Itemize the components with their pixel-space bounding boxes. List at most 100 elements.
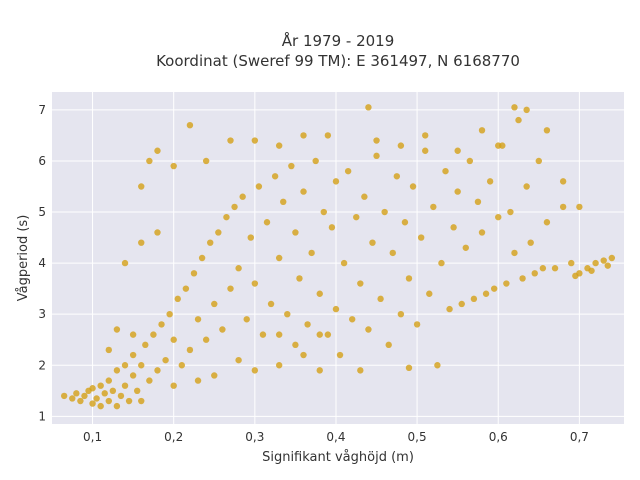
data-point (138, 239, 145, 246)
data-point (227, 285, 234, 292)
data-point (495, 142, 502, 149)
data-point (202, 157, 210, 165)
data-point (458, 300, 465, 308)
data-point (397, 310, 405, 318)
data-point (170, 162, 177, 170)
data-point (365, 104, 372, 111)
x-tick-label: 0,2 (164, 430, 183, 444)
data-point (288, 162, 295, 170)
data-point (462, 244, 469, 251)
data-point (393, 173, 401, 180)
data-point (332, 305, 340, 313)
data-point (113, 367, 121, 374)
data-point (543, 127, 551, 134)
data-point (474, 198, 482, 206)
data-point (129, 351, 137, 359)
data-point (434, 362, 441, 369)
data-point (324, 132, 332, 139)
data-point (292, 341, 299, 349)
data-point (77, 397, 84, 405)
y-tick-label: 5 (38, 205, 46, 219)
y-tick-label: 4 (38, 256, 46, 270)
data-point (154, 367, 161, 374)
data-point (361, 193, 368, 200)
x-tick-label: 0,4 (326, 430, 345, 444)
data-point (604, 262, 611, 269)
data-point (146, 157, 153, 165)
data-point (198, 254, 206, 262)
y-tick-label: 2 (38, 358, 46, 372)
data-point (539, 265, 547, 272)
data-point (81, 392, 88, 400)
data-point (243, 316, 250, 323)
data-point (138, 362, 145, 369)
data-point (194, 377, 202, 384)
data-point (495, 213, 502, 221)
data-point (348, 316, 356, 323)
data-point (239, 193, 246, 200)
data-point (235, 356, 242, 364)
data-point (207, 239, 214, 246)
data-point (280, 198, 287, 206)
data-point (507, 208, 514, 216)
data-point (417, 234, 425, 241)
data-point (215, 229, 222, 236)
data-point (300, 351, 307, 359)
data-point (600, 257, 607, 264)
data-point (515, 116, 522, 124)
data-point (138, 183, 145, 190)
data-point (320, 208, 328, 216)
data-point (353, 213, 360, 221)
data-point (551, 265, 559, 272)
x-tick-labels: 0,1 0,2 0,3 0,4 0,5 0,6 0,7 (83, 430, 589, 444)
x-tick-label: 0,7 (570, 430, 589, 444)
data-point (166, 310, 173, 318)
data-point (316, 367, 323, 374)
data-point (235, 265, 242, 272)
data-point (113, 402, 121, 410)
data-point (300, 188, 307, 195)
data-point (523, 106, 530, 114)
data-point (357, 367, 364, 374)
data-point (405, 275, 413, 282)
data-point (142, 341, 149, 349)
data-point (227, 137, 234, 144)
data-point (369, 239, 376, 246)
x-tick-label: 0,5 (408, 430, 427, 444)
data-point (446, 305, 453, 313)
y-tick-label: 6 (38, 154, 46, 168)
y-tick-label: 7 (38, 103, 46, 117)
data-point (422, 147, 429, 154)
data-point (377, 295, 384, 303)
data-point (93, 395, 100, 402)
data-point (519, 275, 526, 282)
data-point (568, 259, 575, 267)
data-point (470, 295, 478, 303)
x-tick-label: 0,3 (245, 430, 264, 444)
data-point (576, 203, 583, 211)
data-point (251, 280, 259, 287)
chart-title-line-2: Koordinat (Sweref 99 TM): E 361497, N 61… (156, 52, 520, 70)
y-tick-label: 3 (38, 307, 46, 321)
data-point (178, 362, 186, 369)
data-point (324, 331, 332, 338)
data-point (450, 224, 457, 231)
data-point (117, 392, 125, 400)
data-point (275, 362, 283, 369)
data-point (389, 249, 396, 257)
data-point (89, 400, 96, 407)
y-tick-labels: 1 2 3 4 5 6 7 (38, 103, 46, 423)
data-point (316, 331, 323, 338)
data-point (365, 326, 372, 333)
data-point (170, 382, 177, 389)
data-point (336, 351, 344, 359)
data-point (478, 229, 486, 236)
data-point (275, 142, 283, 149)
data-point (150, 331, 157, 338)
data-point (60, 392, 68, 400)
data-point (328, 224, 336, 231)
data-point (255, 183, 263, 190)
data-point (251, 367, 259, 374)
data-point (202, 336, 210, 343)
